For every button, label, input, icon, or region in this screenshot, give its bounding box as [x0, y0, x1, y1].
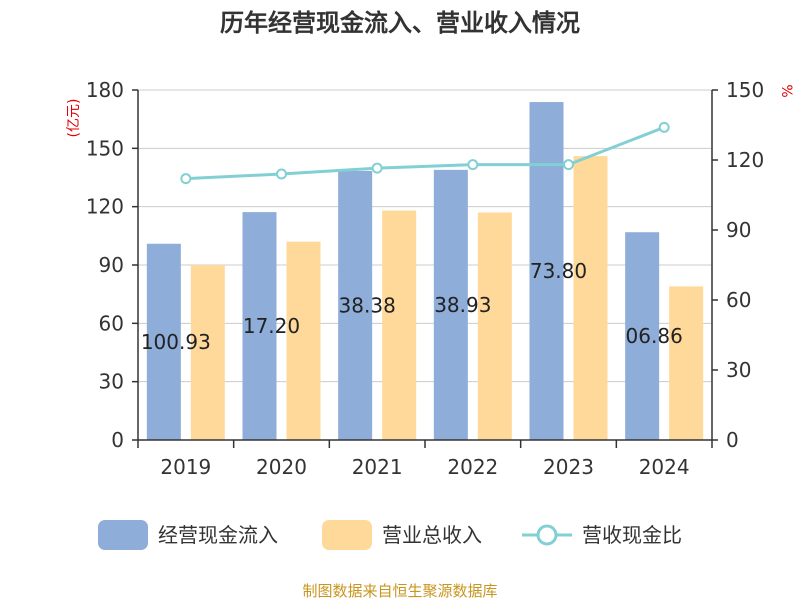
- right-axis-tick-label: 150: [726, 78, 764, 102]
- source-note: 制图数据来自恒生聚源数据库: [302, 582, 497, 600]
- data-label-cash-inflow: 06.86: [626, 324, 683, 348]
- right-axis-tick-label: 90: [726, 218, 751, 242]
- x-axis-tick-label: 2020: [256, 455, 307, 479]
- data-label-cash-inflow: 100.93: [141, 330, 211, 354]
- ratio-point: [371, 162, 383, 174]
- left-axis-tick-label: 180: [86, 78, 124, 102]
- bar-cash-inflow: [146, 243, 181, 440]
- bar-cash-inflow: [625, 232, 660, 440]
- legend-marker-ratio: [536, 524, 558, 546]
- bars: [146, 102, 704, 441]
- left-axis-unit: (亿元): [66, 99, 82, 138]
- bar-revenue: [573, 156, 608, 440]
- ratio-point: [658, 121, 670, 133]
- bar-revenue: [669, 286, 704, 440]
- bar-revenue: [190, 265, 225, 440]
- gridlines: [138, 89, 712, 383]
- right-axis-tick-label: 30: [726, 358, 751, 382]
- legend-swatch-revenue: [322, 520, 372, 550]
- data-label-cash-inflow: 38.38: [339, 293, 396, 317]
- ratio-series-line: [185, 125, 665, 181]
- left-axis-tick-label: 0: [111, 428, 124, 452]
- left-axis-tick-label: 60: [99, 311, 124, 335]
- bar-revenue: [286, 241, 321, 440]
- axes: 0 30 60 90 120 150 180 0 30 60 90 120 150 2019 2020 202…: [86, 78, 764, 479]
- ratio-point: [180, 173, 192, 185]
- legend-label-revenue: 营业总收入: [382, 523, 482, 547]
- left-axis-tick-label: 150: [86, 136, 124, 160]
- data-labels: 100.93 17.20 38.38 38.93 73.80 06.86: [141, 259, 683, 354]
- right-axis-tick-label: 60: [726, 288, 751, 312]
- x-axis-tick-label: 2019: [160, 455, 211, 479]
- bar-cash-inflow: [242, 212, 277, 440]
- legend-label-cash-inflow: 经营现金流入: [158, 523, 278, 547]
- x-axis-tick-label: 2023: [543, 455, 594, 479]
- left-axis-tick-label: 90: [99, 253, 124, 277]
- right-axis-tick-label: 120: [726, 148, 764, 172]
- chart-title: 历年经营现金流入、营业收入情况: [220, 9, 580, 37]
- bar-cash-inflow: [529, 102, 564, 441]
- right-axis-unit: %: [778, 84, 794, 97]
- x-axis-tick-label: 2022: [447, 455, 498, 479]
- ratio-point: [563, 159, 574, 171]
- bar-cash-inflow: [433, 169, 468, 440]
- ratio-point: [276, 168, 287, 180]
- data-label-cash-inflow: 17.20: [243, 314, 300, 338]
- ratio-line: [180, 121, 670, 185]
- data-label-cash-inflow: 73.80: [530, 259, 587, 283]
- right-axis-tick-label: 0: [726, 428, 739, 452]
- x-axis-tick-label: 2024: [639, 455, 690, 479]
- data-label-cash-inflow: 38.93: [434, 293, 491, 317]
- legend-swatch-cash-inflow: [98, 520, 148, 550]
- bar-cash-inflow: [338, 170, 373, 440]
- left-axis-tick-label: 120: [86, 195, 124, 219]
- ratio-point: [467, 159, 479, 171]
- bar-revenue: [382, 210, 417, 440]
- bar-revenue: [477, 212, 512, 440]
- left-axis-tick-label: 30: [99, 370, 124, 394]
- legend: 经营现金流入 营业总收入 营收现金比: [98, 520, 682, 550]
- legend-label-ratio: 营收现金比: [582, 523, 682, 547]
- x-axis-tick-label: 2021: [352, 455, 403, 479]
